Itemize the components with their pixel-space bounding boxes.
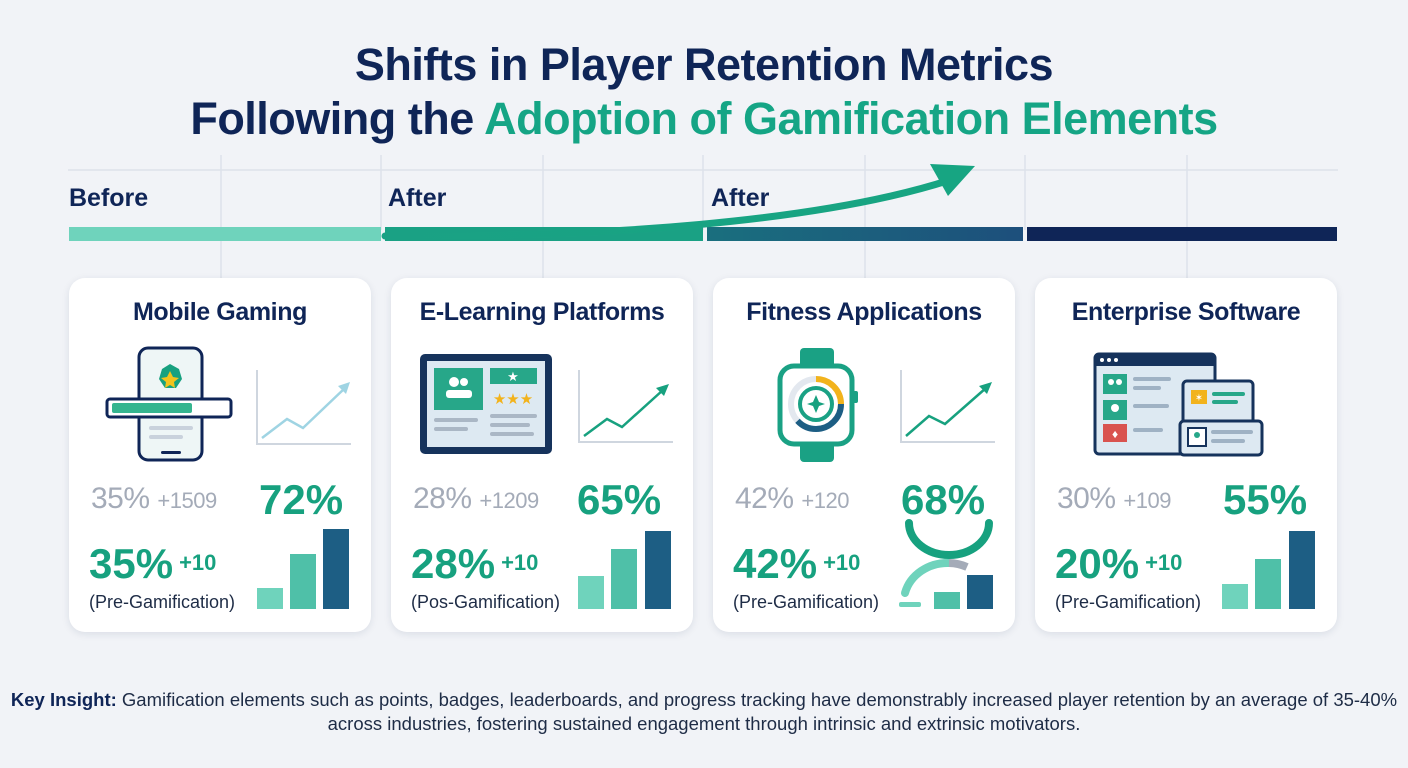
phone-badge-icon: [105, 346, 233, 462]
gauge-icon: [899, 519, 993, 607]
stat-after: 55%: [1223, 476, 1308, 523]
smartwatch-icon: [777, 348, 858, 462]
timeline-label-after-1: After: [388, 184, 447, 212]
stat-pre: 28% +10: [411, 540, 538, 588]
before-value: 42%: [735, 482, 794, 515]
page-title: Shifts in Player Retention Metrics Follo…: [0, 38, 1408, 146]
card-enterprise: Enterprise Software ♦ ✶: [1035, 278, 1337, 632]
stat-pre: 35% +10: [89, 540, 216, 588]
key-insight: Key Insight: Gamification elements such …: [0, 688, 1408, 736]
before-delta: +1509: [157, 488, 217, 513]
timeline-segment-1: [69, 227, 381, 241]
card-e-learning: E-Learning Platforms ★ ★★★: [391, 278, 693, 632]
card-illustrations: [777, 348, 995, 609]
pre-value: 42%: [733, 540, 818, 587]
card-illustrations: ♦ ✶: [1093, 352, 1315, 609]
pre-delta: +10: [179, 550, 217, 575]
pre-delta: +10: [823, 550, 861, 575]
stat-note: (Pre-Gamification): [89, 592, 236, 612]
trend-line-icon: [578, 370, 673, 443]
title-prefix: Following the: [190, 93, 485, 144]
pre-value: 28%: [411, 540, 496, 587]
stat-note: (Pre-Gamification): [1055, 592, 1202, 612]
tablet-leaderboard-icon: ★ ★★★: [420, 354, 552, 454]
pre-delta: +10: [1145, 550, 1183, 575]
stat-before: 28% +1209: [413, 482, 539, 516]
card-title: Mobile Gaming: [133, 298, 307, 326]
stat-before: 42% +120: [735, 482, 849, 516]
stat-note: (Pre-Gamification): [733, 592, 880, 612]
stat-after: 65%: [577, 476, 662, 523]
before-delta: +109: [1123, 488, 1171, 513]
bar-chart-icon: [934, 575, 993, 609]
before-value: 35%: [91, 482, 150, 515]
timeline-segment-4: [1027, 227, 1337, 241]
card-title: Enterprise Software: [1071, 298, 1301, 326]
pre-delta: +10: [501, 550, 539, 575]
title-line-2: Following the Adoption of Gamification E…: [0, 92, 1408, 146]
pre-value: 20%: [1055, 540, 1140, 587]
card-title: E-Learning Platforms: [419, 298, 665, 326]
card-illustrations: ★ ★★★: [420, 354, 673, 609]
timeline-segment-3: [707, 227, 1023, 241]
svg-text:★★★: ★★★: [493, 391, 533, 408]
timeline-label-before: Before: [69, 184, 149, 212]
before-value: 30%: [1057, 482, 1116, 515]
stat-after: 68%: [901, 476, 986, 523]
pre-value: 35%: [89, 540, 174, 587]
before-delta: +120: [801, 488, 849, 513]
trend-line-icon: [900, 370, 995, 443]
bar-chart-icon: [257, 529, 349, 609]
stat-after: 72%: [259, 476, 344, 523]
timeline-label-after-2: After: [711, 184, 770, 212]
before-value: 28%: [413, 482, 472, 515]
svg-text:✶: ✶: [1195, 393, 1203, 404]
card-illustrations: [105, 346, 351, 609]
before-delta: +1209: [479, 488, 539, 513]
stat-before: 35% +1509: [91, 482, 217, 516]
title-accent: Adoption of Gamification Elements: [484, 93, 1218, 144]
svg-text:♦: ♦: [1112, 427, 1118, 441]
trend-line-icon: [256, 370, 351, 445]
card-fitness: Fitness Applications 42% +: [713, 278, 1015, 632]
key-insight-text: Gamification elements such as points, ba…: [116, 689, 1398, 734]
dashboard-windows-icon: ♦ ✶: [1093, 352, 1264, 457]
card-mobile-gaming: Mobile Gaming 35% +1509 72% 35% +10 (Pre-…: [69, 278, 371, 632]
svg-text:★: ★: [507, 369, 519, 384]
stat-before: 30% +109: [1057, 482, 1171, 516]
bar-chart-icon: [1222, 531, 1315, 609]
title-line-1: Shifts in Player Retention Metrics: [354, 39, 1054, 90]
stat-pre: 42% +10: [733, 540, 860, 588]
key-insight-label: Key Insight:: [10, 689, 117, 710]
stat-pre: 20% +10: [1055, 540, 1182, 588]
stat-note: (Pos-Gamification): [411, 592, 561, 612]
card-title: Fitness Applications: [746, 298, 982, 326]
bar-chart-icon: [578, 531, 671, 609]
